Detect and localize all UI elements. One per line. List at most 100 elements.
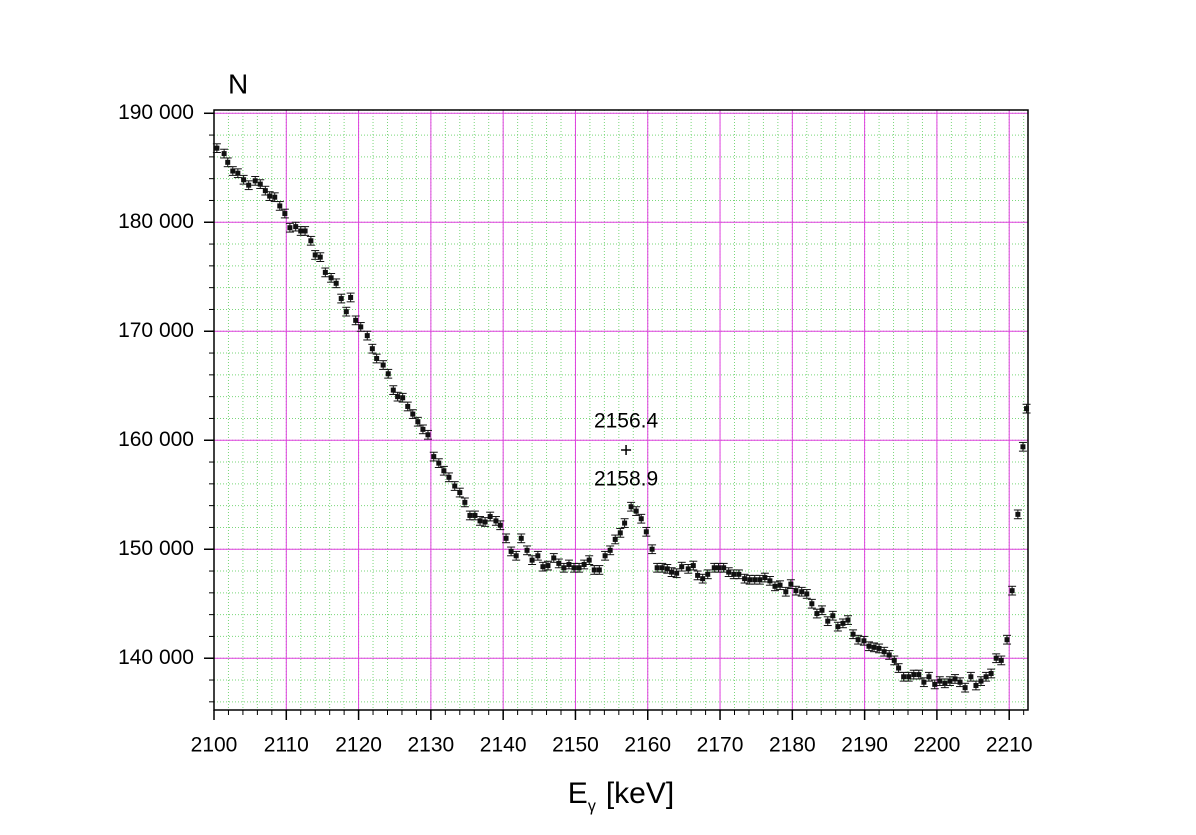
data-point <box>472 512 478 518</box>
data-point <box>983 674 989 680</box>
data-point <box>659 565 665 571</box>
data-point <box>747 577 753 583</box>
data-point <box>911 672 917 678</box>
data-point <box>524 547 530 553</box>
data-point <box>926 674 932 680</box>
data-point <box>809 601 815 607</box>
annotation-label: 2156.4 <box>594 410 659 433</box>
data-point <box>441 468 447 474</box>
data-point <box>410 411 416 417</box>
data-point <box>221 151 227 157</box>
data-point <box>241 177 247 183</box>
x-tick-label: 2140 <box>480 734 527 757</box>
data-point <box>312 252 318 258</box>
data-point <box>420 426 426 432</box>
data-point <box>415 419 421 425</box>
data-point <box>705 571 711 577</box>
data-point <box>690 563 696 569</box>
data-point <box>916 672 922 678</box>
y-tick-label: 140 000 <box>118 646 194 669</box>
data-point <box>654 565 660 571</box>
x-axis-label: Eγ [keV] <box>568 777 674 815</box>
data-point <box>968 674 974 680</box>
data-point <box>772 583 778 589</box>
data-point <box>596 567 602 573</box>
x-tick-label: 2180 <box>769 734 816 757</box>
data-point <box>617 530 623 536</box>
data-point <box>757 577 763 583</box>
x-tick-label: 2100 <box>191 734 238 757</box>
data-point <box>731 571 737 577</box>
data-point <box>364 333 370 339</box>
data-point <box>586 557 592 563</box>
y-tick-label: 190 000 <box>118 101 194 124</box>
data-point <box>390 387 396 393</box>
data-point <box>664 566 670 572</box>
data-point <box>487 514 493 520</box>
y-axis-label: N <box>228 68 248 99</box>
x-tick-label: 2150 <box>552 734 599 757</box>
data-point <box>551 555 557 561</box>
data-point <box>333 280 339 286</box>
data-point <box>711 565 717 571</box>
y-tick-label: 160 000 <box>118 428 194 451</box>
data-point <box>497 522 503 528</box>
data-point <box>762 575 768 581</box>
x-tick-label: 2160 <box>624 734 671 757</box>
data-point <box>612 536 618 542</box>
data-point <box>767 578 773 584</box>
data-point <box>493 518 499 524</box>
data-point <box>998 657 1004 663</box>
data-point <box>871 644 877 650</box>
data-point <box>793 588 799 594</box>
x-label-main: E <box>568 777 588 810</box>
data-point <box>726 569 732 575</box>
data-point <box>252 178 258 184</box>
data-point <box>840 620 846 626</box>
data-point <box>993 655 999 661</box>
data-point <box>267 193 273 199</box>
data-point <box>814 611 820 617</box>
data-point <box>431 454 437 460</box>
x-tick-label: 2190 <box>841 734 888 757</box>
data-point <box>535 553 541 559</box>
data-point <box>591 567 597 573</box>
data-point <box>962 685 968 691</box>
data-point <box>628 504 634 510</box>
x-tick-label: 2210 <box>986 734 1033 757</box>
data-point <box>896 665 902 671</box>
data-point <box>338 296 344 302</box>
data-point <box>891 657 897 663</box>
data-point <box>952 676 958 682</box>
data-point <box>566 561 572 567</box>
data-point <box>298 228 304 234</box>
data-point <box>1020 444 1026 450</box>
x-tick-label: 2110 <box>264 734 309 757</box>
data-point <box>783 589 789 595</box>
data-point <box>395 394 401 400</box>
data-point <box>674 570 680 576</box>
data-point <box>830 613 836 619</box>
data-point <box>230 168 236 174</box>
data-point <box>799 589 805 595</box>
data-point <box>513 553 519 559</box>
data-point <box>425 432 431 438</box>
data-point <box>287 225 293 231</box>
data-point <box>622 520 628 526</box>
data-point <box>721 565 727 571</box>
y-tick-label: 180 000 <box>118 210 194 233</box>
data-point <box>262 188 268 194</box>
data-point <box>736 571 742 577</box>
data-point <box>482 519 488 525</box>
data-point <box>921 679 927 685</box>
x-label-sub: γ <box>588 798 596 815</box>
data-point <box>353 317 359 323</box>
data-point <box>317 254 323 260</box>
data-point <box>988 670 994 676</box>
data-point <box>957 679 963 685</box>
data-point <box>700 576 706 582</box>
data-point <box>906 674 912 680</box>
data-point <box>277 203 283 209</box>
data-point <box>607 547 613 553</box>
